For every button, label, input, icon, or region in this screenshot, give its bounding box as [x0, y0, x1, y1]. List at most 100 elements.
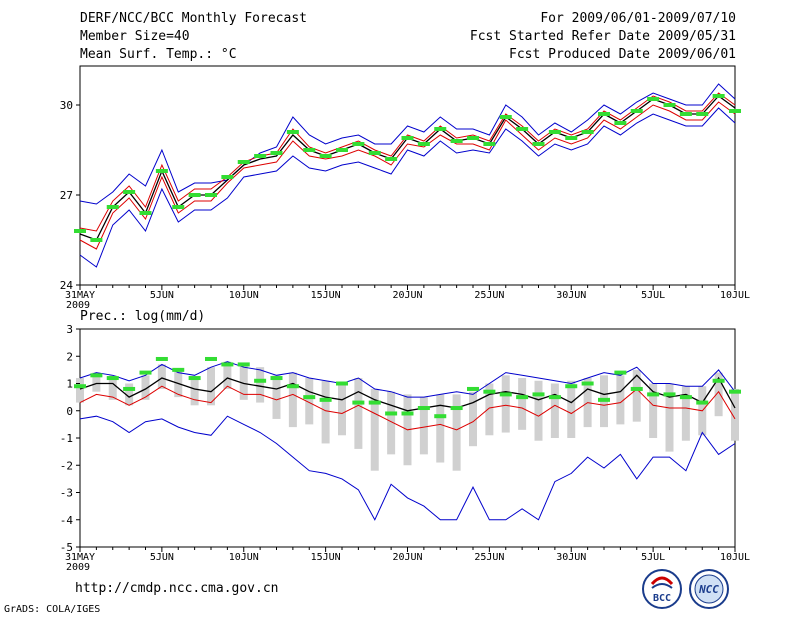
prec-observed-mark-31 [581, 381, 594, 386]
prec-observed-mark-28 [532, 392, 545, 397]
temp-observed-mark-21 [417, 142, 430, 146]
prec-observed-mark-34 [630, 386, 643, 391]
prec-observed-mark-17 [352, 400, 365, 405]
forecast-period-label: For 2009/06/01-2009/07/10 [540, 11, 736, 26]
prec-observed-mark-36 [663, 392, 676, 397]
prec-observed-mark-14 [303, 395, 316, 400]
prec-spread-bar-25 [485, 383, 494, 436]
prec-ytick-label-8: 3 [66, 323, 73, 336]
temp-observed-mark-22 [434, 127, 447, 131]
precipitation-chart: -5 -4 -3 -2 -1 0 1 2 3 31MAY 5JUN 10JUN 15JUN 20JUN 25… [60, 323, 750, 573]
prec-spread-bar-2 [108, 375, 117, 400]
temp-xtick-label-6: 30JUN [556, 290, 586, 301]
prec-observed-mark-8 [205, 356, 217, 361]
prec-spread-bar-23 [452, 394, 461, 471]
temp-observed-mark-9 [221, 175, 234, 179]
prec-observed-mark-1 [90, 373, 103, 378]
prec-ytick-label-0: -5 [60, 541, 73, 554]
prec-xtick-label-1: 5JUN [150, 552, 174, 563]
prec-ytick-label-7: 2 [66, 350, 73, 363]
temp-observed-mark-40 [729, 109, 741, 113]
temp-observed-mark-25 [483, 142, 496, 146]
prec-observed-mark-3 [123, 386, 136, 391]
temp-observed-mark-33 [614, 121, 627, 125]
temp-observed-mark-28 [532, 142, 545, 146]
temp-observed-mark-36 [663, 103, 676, 107]
temp-observed-mark-29 [548, 130, 561, 134]
temp-xtick-label-3: 15JUN [311, 290, 341, 301]
temp-observed-mark-0 [74, 229, 86, 233]
prec-min-line [79, 415, 736, 521]
temp-year-label: 2009 [66, 300, 90, 311]
prec-observed-mark-13 [286, 384, 299, 389]
source-url[interactable]: http://cmdp.ncc.cma.gov.cn [75, 581, 279, 596]
prec-xtick-label-5: 25JUN [474, 552, 504, 563]
prec-spread-bar-21 [419, 397, 428, 455]
prec-ytick-label-3: -2 [60, 459, 73, 472]
temp-observed-mark-30 [565, 136, 578, 140]
temp-variable-label: Mean Surf. Temp.: °C [80, 47, 237, 62]
temp-ytick-label-0: 24 [60, 279, 74, 292]
prec-observed-mark-37 [679, 395, 692, 400]
prec-spread-bar-10 [239, 364, 248, 400]
prec-spread-bar-36 [665, 383, 674, 452]
temp-observed-mark-35 [647, 97, 660, 101]
temp-ytick-label-1: 27 [60, 189, 73, 202]
prec-spread-bar-15 [321, 380, 330, 444]
temp-observed-mark-18 [368, 151, 381, 155]
temp-observed-mark-3 [123, 190, 136, 194]
temp-observed-mark-2 [106, 205, 119, 209]
prec-spread-bar-13 [288, 372, 297, 428]
prec-ytick-label-5: 0 [66, 405, 73, 418]
temp-observed-mark-6 [172, 205, 185, 209]
prec-observed-mark-6 [172, 367, 185, 372]
prec-spread-line [79, 385, 736, 431]
temp-lower-line [79, 101, 736, 250]
temp-observed-mark-1 [90, 238, 103, 242]
temp-observed-mark-23 [450, 139, 463, 143]
prec-spread-bar-5 [157, 364, 166, 389]
prec-observed-mark-33 [614, 370, 627, 375]
temp-xtick-label-0: 31MAY [65, 290, 95, 301]
prec-observed-mark-25 [483, 389, 496, 394]
prec-spread-bar-26 [501, 375, 510, 433]
prec-spread-bar-12 [272, 375, 281, 419]
member-size-label: Member Size=40 [80, 29, 190, 44]
temp-observed-mark-34 [630, 109, 643, 113]
temp-observed-mark-24 [467, 136, 479, 140]
prec-observed-mark-40 [729, 389, 741, 394]
temp-observed-mark-7 [188, 193, 201, 197]
prec-spread-bar-37 [681, 386, 690, 441]
prec-variable-label: Prec.: log(mm/d) [80, 309, 206, 324]
prec-xtick-label-0: 31MAY [65, 552, 95, 563]
prec-spread-bar-11 [256, 367, 265, 403]
grads-credit: GrADS: COLA/IGES [4, 604, 101, 615]
prec-spread-bar-30 [567, 380, 576, 438]
prec-spread-bar-19 [387, 391, 396, 455]
prec-spread-bar-4 [141, 375, 150, 400]
prec-observed-mark-29 [548, 395, 561, 400]
temp-xtick-label-5: 25JUN [474, 290, 504, 301]
prec-observed-mark-35 [647, 392, 660, 397]
prec-observed-mark-39 [712, 378, 725, 383]
prec-observed-mark-19 [385, 411, 398, 416]
temp-observed-mark-13 [286, 130, 299, 134]
ncc-logo: NCC [686, 568, 732, 614]
temp-max-line [79, 83, 736, 205]
temp-xtick-label-8: 10JUL [720, 290, 750, 301]
temp-observed-mark-37 [679, 112, 692, 116]
prec-xtick-label-8: 10JUL [720, 552, 750, 563]
temperature-chart: 24 27 30 31MAY 5JUN 10JUN 15JUN 20JUN 25JUN 30JUN… [60, 65, 750, 311]
prec-year-label: 2009 [66, 562, 90, 573]
prec-spread-bar-17 [354, 378, 363, 449]
started-date-label: Fcst Started Refer Date 2009/05/31 [469, 29, 736, 44]
prec-xtick-label-3: 15JUN [311, 552, 341, 563]
prec-spread-bar-16 [338, 383, 346, 436]
prec-observed-mark-26 [499, 392, 512, 397]
temp-xtick-label-1: 5JUN [150, 290, 174, 301]
prec-mean-line [79, 374, 736, 412]
temp-observed-mark-39 [712, 94, 725, 98]
prec-observed-mark-38 [696, 400, 709, 405]
temp-observed-mark-8 [205, 193, 217, 197]
prec-spread-bar-0 [76, 378, 84, 403]
